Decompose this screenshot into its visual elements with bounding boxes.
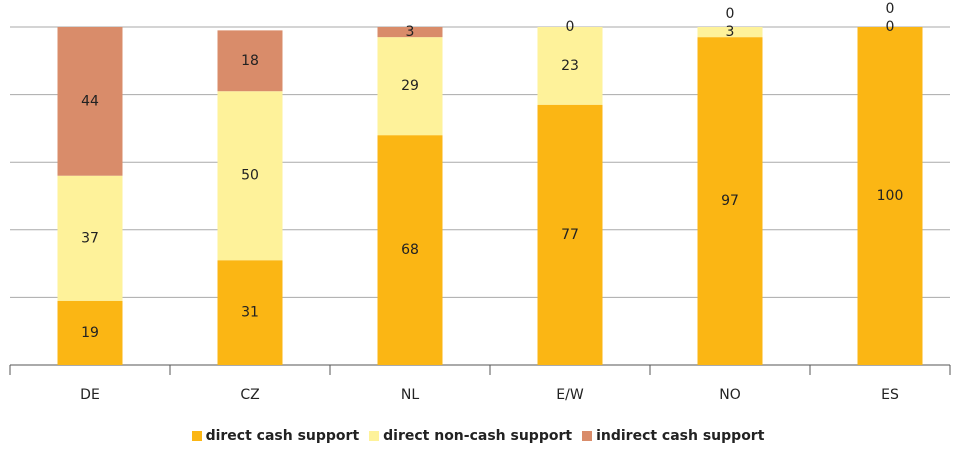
bar-segment	[217, 30, 283, 92]
bar-segment	[537, 27, 603, 105]
data-label: 77	[561, 227, 579, 243]
bar-segment	[377, 27, 443, 38]
legend: direct cash support direct non-cash suppo…	[0, 428, 956, 444]
bar-segment	[217, 91, 283, 261]
legend-item: indirect cash support	[582, 428, 764, 444]
bar-segment	[377, 37, 443, 136]
chart: DE 19 37 44 CZ 31 50 18 NL 68 29 3 E/W 77 23 0 NO 97 3 0 ES 1…	[9, 1, 951, 403]
x-tick-label: E/W	[556, 387, 584, 403]
data-label: 18	[241, 53, 259, 69]
bar-segment	[377, 135, 443, 365]
data-label: 100	[877, 188, 904, 204]
data-label: 23	[561, 58, 579, 74]
bar-segment	[57, 175, 123, 301]
bar-segment	[217, 260, 283, 365]
bar-segment	[697, 37, 763, 365]
x-tick-label: CZ	[240, 387, 259, 403]
legend-swatch	[582, 431, 593, 441]
legend-swatch	[369, 431, 380, 441]
data-label: 68	[401, 242, 419, 258]
x-tick-label: NO	[719, 387, 741, 403]
data-label: 97	[721, 193, 739, 209]
bar-segment	[57, 27, 123, 176]
data-label: 0	[886, 1, 895, 17]
legend-label: indirect cash support	[596, 428, 765, 444]
data-label: 0	[726, 6, 735, 22]
bar-segment	[697, 27, 763, 38]
data-label: 31	[241, 305, 259, 321]
x-tick-label: DE	[80, 387, 100, 403]
data-label: 3	[726, 24, 735, 40]
legend-label: direct cash support	[205, 428, 360, 444]
x-tick-label: ES	[881, 387, 899, 403]
data-label: 37	[81, 230, 99, 246]
data-label: 19	[81, 325, 99, 341]
legend-label: direct non-cash support	[383, 428, 573, 444]
data-label: 3	[406, 24, 415, 40]
data-label: 0	[886, 19, 895, 35]
data-label: 44	[81, 93, 99, 109]
bar-segment	[537, 104, 603, 366]
legend-item: direct cash support	[191, 428, 360, 444]
legend-item: direct non-cash support	[369, 428, 572, 444]
data-label: 0	[566, 19, 575, 35]
legend-swatch	[191, 431, 202, 441]
bar-segment	[857, 27, 923, 365]
data-label: 29	[401, 78, 419, 94]
bar-segment	[57, 300, 123, 365]
data-label: 50	[241, 168, 259, 184]
x-tick-label: NL	[401, 387, 419, 403]
